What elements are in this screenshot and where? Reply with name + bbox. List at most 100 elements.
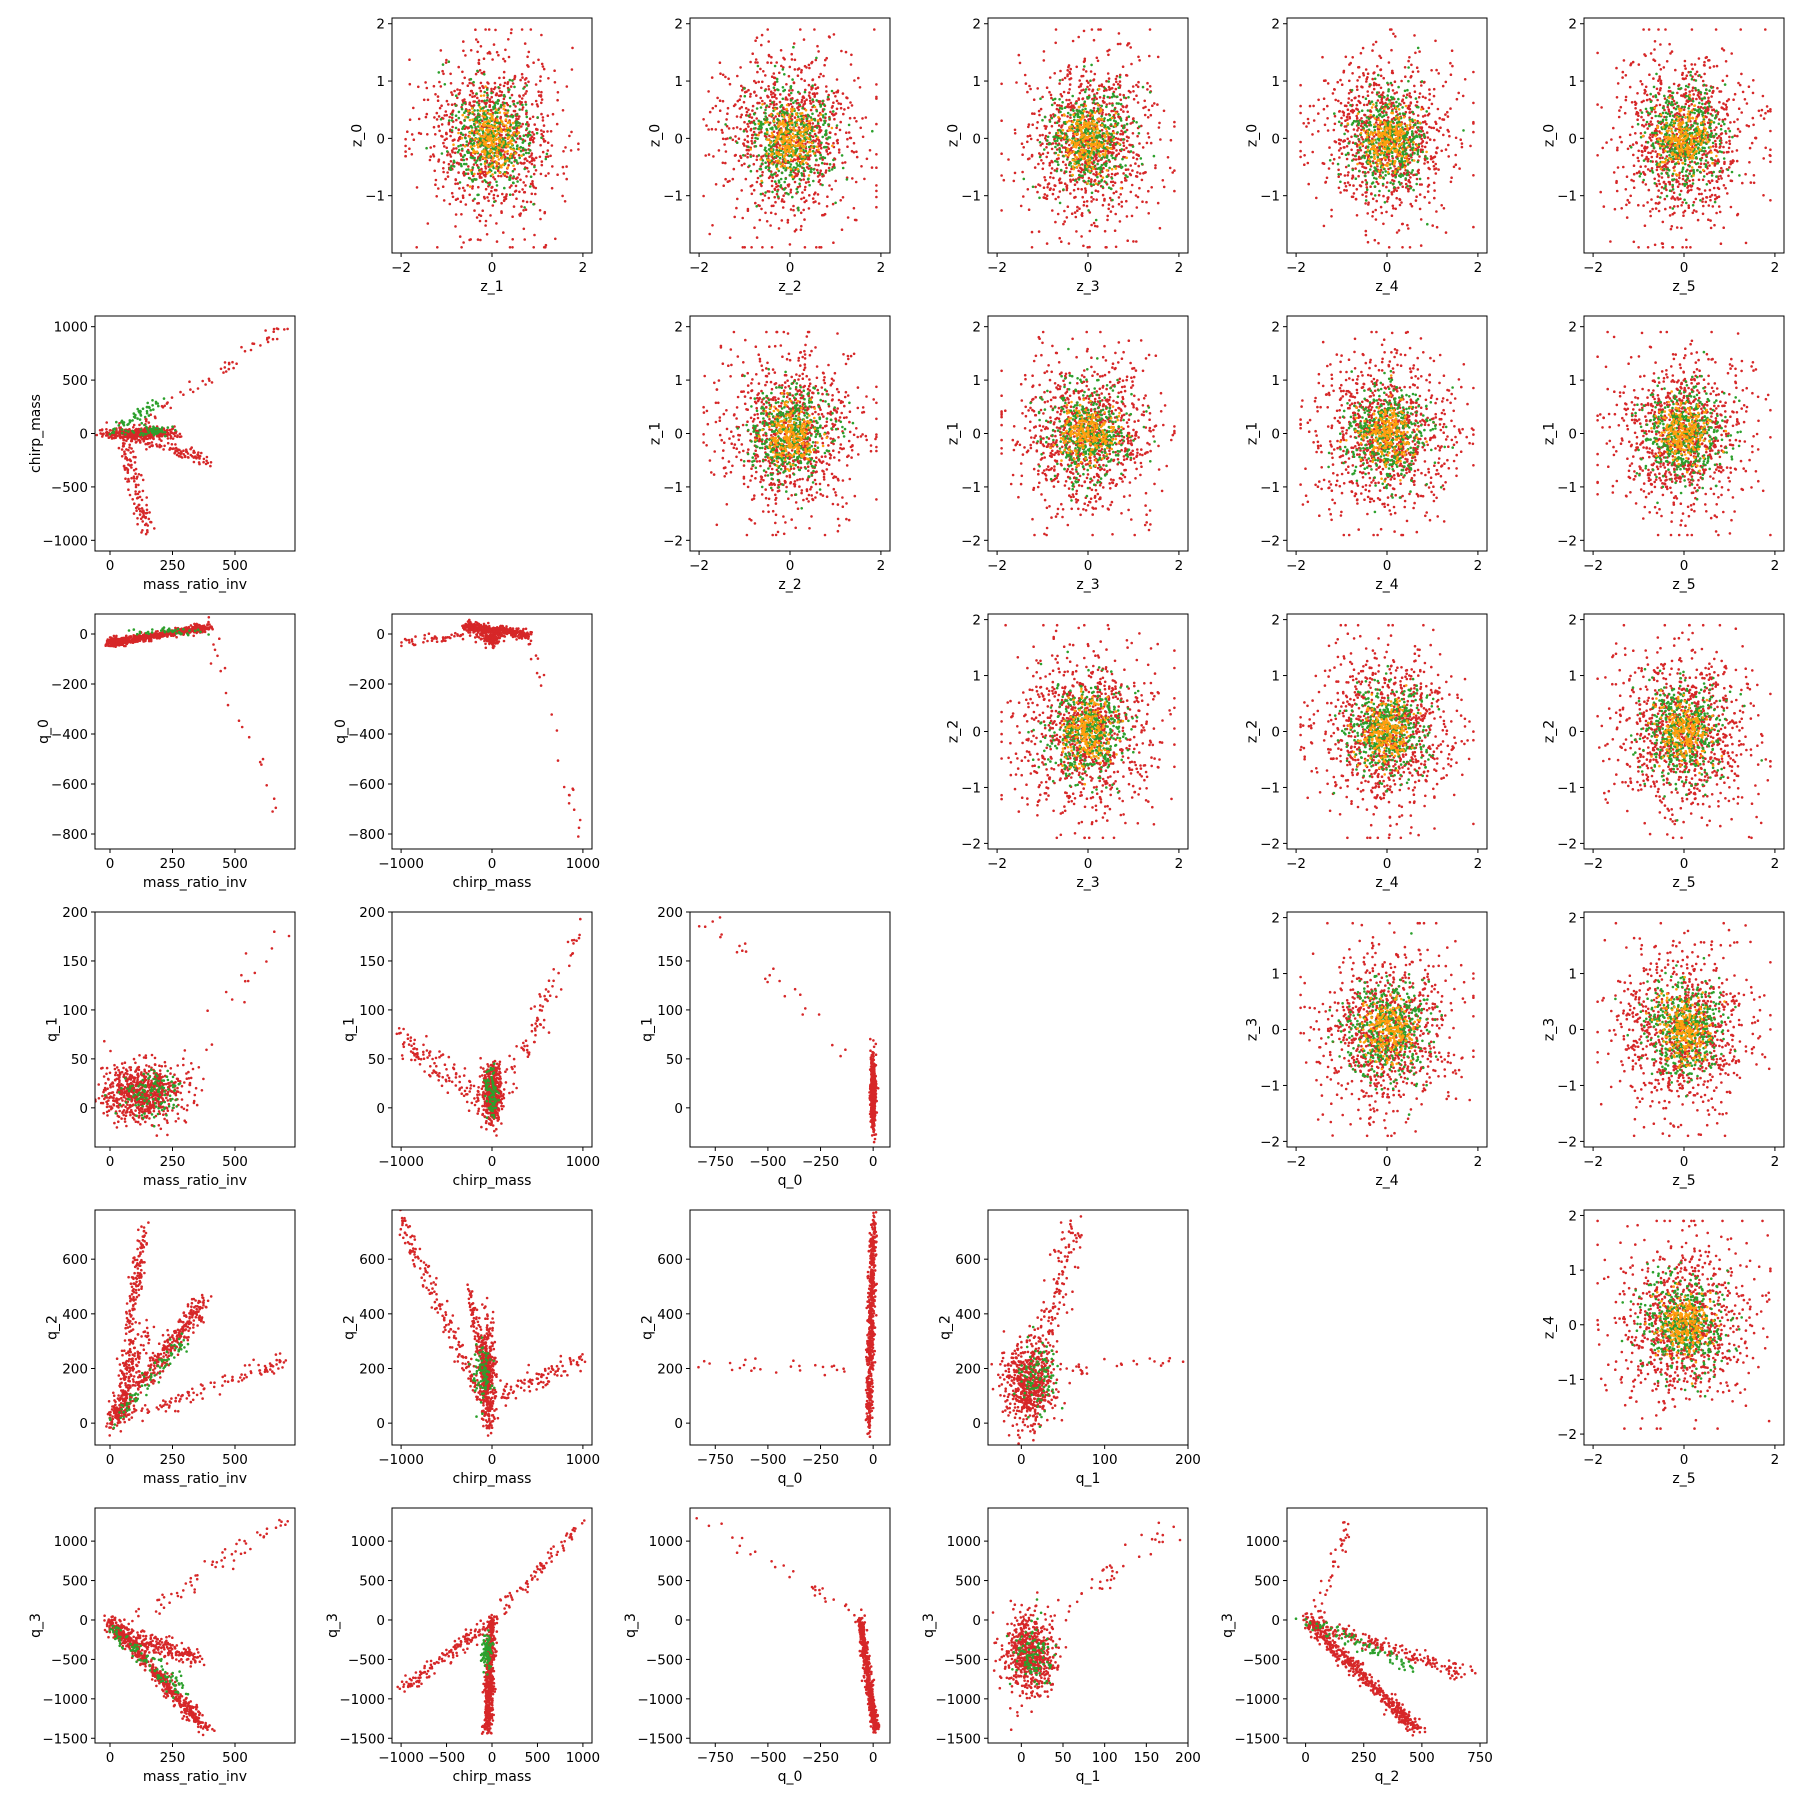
scatter-point [1069,148,1072,152]
scatter-point [792,136,796,140]
scatter-point [825,129,828,132]
scatter-point [797,115,800,118]
scatter-point [1013,128,1017,132]
scatter-point [537,90,540,93]
scatter-point [1084,131,1087,134]
scatter-point [779,184,783,187]
scatter-point [452,165,456,168]
scatter-point [526,121,529,124]
scatter-point [1077,105,1081,109]
scatter-point [1105,105,1108,109]
scatter-point [489,134,493,137]
scatter-point [1119,102,1123,106]
scatter-point [1007,158,1010,161]
scatter-point [1058,79,1062,82]
scatter-point [544,157,548,161]
scatter-point [432,125,436,129]
scatter-point [811,92,815,96]
scatter-point [486,145,490,148]
scatter-point [733,215,736,219]
scatter-point [542,67,546,71]
scatter-point [799,130,803,134]
scatter-point [471,187,474,190]
scatter-point [524,148,527,152]
scatter-point [1066,103,1070,106]
scatter-point [755,36,759,39]
scatter-point [513,190,517,193]
scatter-point [802,208,805,212]
scatter-point [1427,106,1431,110]
scatter-point [813,171,816,175]
scatter-point [1079,128,1083,132]
scatter-point [542,124,546,127]
scatter-point [1095,134,1099,137]
scatter-point [506,145,510,148]
scatter-point [486,52,490,55]
scatter-point [821,175,824,178]
scatter-point [1041,95,1044,99]
scatter-point [1071,94,1074,98]
scatter-point [1151,104,1154,107]
scatter-point [476,40,480,44]
scatter-point [497,108,500,111]
scatter-point [840,49,843,53]
scatter-point [749,60,752,64]
scatter-point [469,125,472,128]
scatter-point [1418,50,1421,53]
scatter-point [714,183,718,186]
scatter-point [766,138,769,141]
scatter-point [768,159,771,162]
scatter-point [1425,141,1428,144]
scatter-point [1121,65,1125,68]
scatter-point [1081,97,1084,101]
scatter-point [555,122,559,126]
scatter-point [812,179,815,183]
scatter-point [797,208,800,212]
scatter-point [792,153,795,157]
scatter-point [511,79,514,82]
scatter-point [534,192,537,196]
scatter-point [787,192,790,196]
scatter-point [1027,208,1031,211]
scatter-point [1337,186,1341,190]
scatter-point [1024,82,1028,85]
scatter-point [1101,176,1105,179]
scatter-point [1056,136,1059,140]
scatter-point [814,58,818,62]
scatter-point [492,197,496,200]
scatter-point [445,99,449,103]
scatter-point [780,64,783,68]
scatter-point [1122,148,1126,152]
scatter-point [1114,111,1118,115]
scatter-point [479,163,483,166]
scatter-point [1386,181,1389,184]
scatter-point [1048,90,1051,94]
scatter-point [805,98,808,101]
scatter-point [749,169,753,173]
scatter-point [1123,176,1127,180]
scatter-point [768,166,771,170]
scatter-point [1107,158,1111,162]
scatter-point [454,178,458,182]
scatter-point [724,177,727,181]
scatter-point [437,187,440,190]
scatter-point [503,155,507,159]
scatter-point [805,161,808,165]
scatter-point [1079,144,1082,148]
scatter-point [446,171,449,174]
scatter-point [831,144,834,148]
scatter-point [441,69,444,73]
y-axis-label: z_0 [350,124,366,147]
scatter-point [1084,189,1088,192]
scatter-point [793,68,797,71]
scatter-point [797,90,800,94]
scatter-point [1317,130,1320,133]
scatter-point [1097,120,1101,123]
scatter-point [538,155,542,159]
scatter-point [1090,156,1094,160]
scatter-point [1050,167,1054,170]
scatter-point [1096,175,1099,179]
y-axis-label: z_0 [946,124,962,147]
scatter-point [1065,98,1068,102]
scatter-point [1364,233,1368,237]
